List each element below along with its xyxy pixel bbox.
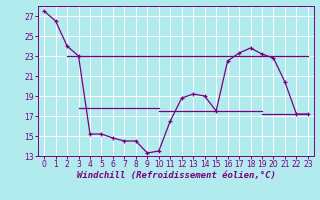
X-axis label: Windchill (Refroidissement éolien,°C): Windchill (Refroidissement éolien,°C): [76, 171, 276, 180]
